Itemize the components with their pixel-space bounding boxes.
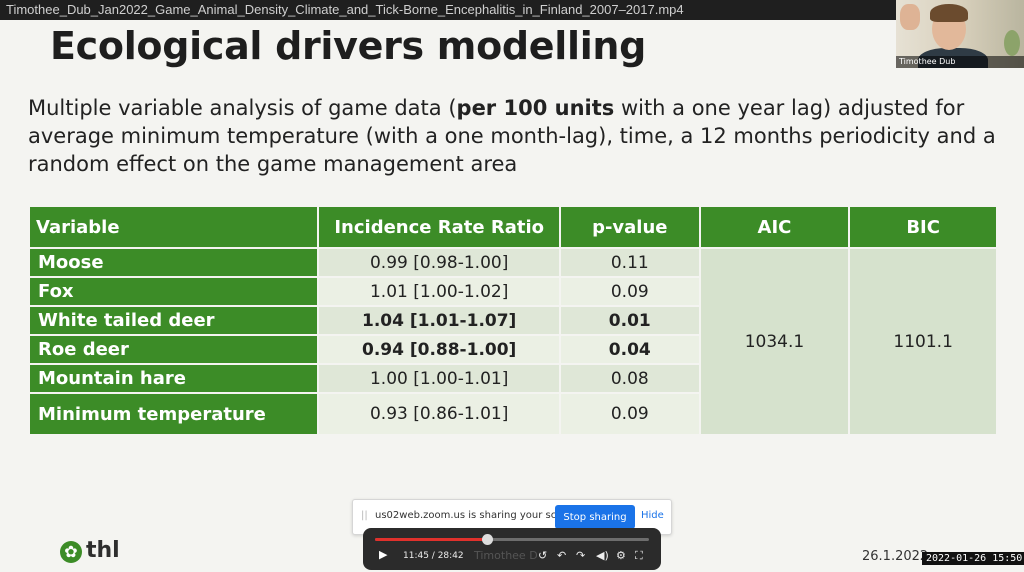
plant-shape — [1004, 30, 1020, 56]
p-value-cell: 0.08 — [558, 363, 701, 394]
table-row: Minimum temperature 0.93 [0.86-1.01] 0.0… — [27, 392, 997, 436]
slide-title: Ecological drivers modelling — [50, 24, 647, 68]
p-value-cell: 0.09 — [558, 276, 701, 307]
hide-banner-link[interactable]: Hide — [641, 510, 664, 521]
header-aic: AIC — [698, 205, 851, 249]
aic-cell: 1034.1 — [698, 247, 851, 436]
speaker-hair — [930, 4, 968, 22]
rewind-icon[interactable]: ↶ — [557, 549, 567, 562]
progress-knob[interactable] — [482, 534, 494, 545]
intro-text-start: Multiple variable analysis of game data … — [28, 96, 457, 120]
intro-text-bold: per 100 units — [456, 96, 615, 120]
irr-cell: 0.93 [0.86-1.01] — [317, 392, 561, 436]
fullscreen-icon[interactable]: ⛶ — [635, 549, 643, 562]
recording-timestamp: 2022-01-26 15:50:14 — [922, 552, 1024, 565]
intro-text-end: with a one year lag) adjusted for averag… — [28, 96, 996, 176]
variable-cell: Roe deer — [27, 334, 320, 365]
forward-icon[interactable]: ↷ — [576, 549, 586, 562]
irr-cell: 1.04 [1.01-1.07] — [317, 305, 561, 336]
p-value-cell: 0.09 — [558, 392, 701, 436]
slide-intro: Multiple variable analysis of game data … — [28, 94, 998, 178]
stop-sharing-button[interactable]: Stop sharing — [555, 505, 635, 529]
table-row: Mountain hare 1.00 [1.00-1.01] 0.08 — [27, 363, 997, 394]
variable-cell: Mountain hare — [27, 363, 320, 394]
table-row: Fox 1.01 [1.00-1.02] 0.09 — [27, 276, 997, 307]
p-value-cell: 0.04 — [558, 334, 701, 365]
drag-handle-icon[interactable]: || — [361, 510, 368, 521]
irr-cell: 0.99 [0.98-1.00] — [317, 247, 561, 278]
volume-icon[interactable]: ◀) — [596, 549, 609, 562]
variable-cell: White tailed deer — [27, 305, 320, 336]
flower-logo-icon: ✿ — [60, 541, 82, 563]
window-title: Timothee_Dub_Jan2022_Game_Animal_Density… — [6, 2, 684, 17]
results-table: Variable Incidence Rate Ratio p-value AI… — [27, 205, 998, 436]
logo-text: thl — [86, 538, 120, 563]
p-value-cell: 0.01 — [558, 305, 701, 336]
time-display: 11:45 / 28:42 — [403, 551, 464, 561]
webcam-name-label: Timothee Dub — [896, 56, 1024, 68]
irr-cell: 1.00 [1.00-1.01] — [317, 363, 561, 394]
header-p-value: p-value — [558, 205, 701, 249]
replay-icon[interactable]: ↺ — [538, 549, 548, 562]
header-irr: Incidence Rate Ratio — [317, 205, 561, 249]
progress-fill — [375, 538, 488, 541]
window-titlebar: Timothee_Dub_Jan2022_Game_Animal_Density… — [0, 0, 1024, 20]
progress-bar[interactable] — [375, 534, 649, 545]
variable-cell: Minimum temperature — [27, 392, 320, 436]
table-header-row: Variable Incidence Rate Ratio p-value AI… — [27, 205, 998, 249]
table-row: White tailed deer 1.04 [1.01-1.07] 0.01 — [27, 305, 997, 336]
speaker-hand — [900, 4, 920, 30]
header-bic: BIC — [848, 205, 998, 249]
video-player-controls: Timothee D ▶ 11:45 / 28:42 ↺ ↶ ↷ ◀) ⚙ ⛶ — [363, 528, 661, 570]
obscured-text: Timothee D — [474, 549, 538, 562]
play-icon[interactable]: ▶ — [379, 548, 388, 561]
webcam-thumbnail[interactable]: Timothee Dub — [896, 0, 1024, 68]
header-variable: Variable — [27, 205, 320, 249]
irr-cell: 0.94 [0.88-1.00] — [317, 334, 561, 365]
irr-cell: 1.01 [1.00-1.02] — [317, 276, 561, 307]
p-value-cell: 0.11 — [558, 247, 701, 278]
variable-cell: Moose — [27, 247, 320, 278]
table-row: Roe deer 0.94 [0.88-1.00] 0.04 — [27, 334, 997, 365]
table-row: Moose 0.99 [0.98-1.00] 0.11 1034.1 1101.… — [27, 247, 998, 436]
slide-date: 26.1.2022 — [862, 549, 929, 564]
bic-cell: 1101.1 — [848, 247, 998, 436]
variable-cell: Fox — [27, 276, 320, 307]
share-message: us02web.zoom.us is sharing your screen. — [375, 510, 582, 521]
settings-gear-icon[interactable]: ⚙ — [616, 549, 626, 562]
